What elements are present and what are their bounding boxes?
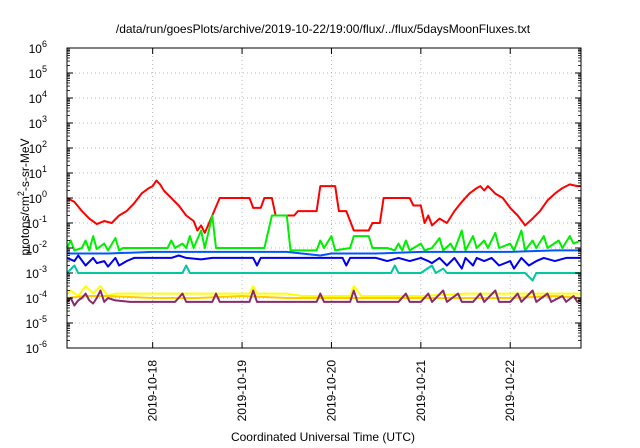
y-label-part1: protons/cm — [18, 196, 32, 255]
y-tick-label: 10-4 — [26, 289, 47, 306]
x-tick-label: 2019-10-18 — [146, 360, 160, 422]
series-line — [66, 285, 581, 297]
y-tick-label: 102 — [29, 139, 47, 156]
series-line — [66, 264, 581, 282]
y-tick-label: 10-6 — [26, 339, 47, 356]
y-tick-label: 100 — [29, 189, 47, 206]
y-tick-label: 104 — [29, 89, 47, 106]
series-line — [66, 289, 582, 307]
series-line — [66, 179, 581, 234]
y-tick-label: 10-3 — [26, 264, 47, 281]
series-line — [66, 295, 582, 299]
y-tick-label: 103 — [29, 114, 47, 131]
series-line — [66, 214, 582, 252]
y-tick-labels: 10-6 10-5 10-4 10-3 10-2 10-1 100 101 102 103 104 1… — [26, 39, 581, 356]
y-axis-label: protons/cm2-s-sr-MeV — [16, 138, 32, 255]
y-label-superscript: 2 — [16, 191, 26, 196]
x-tick-label: 2019-10-21 — [414, 360, 428, 422]
series-lines — [66, 179, 582, 307]
x-tick-labels: 2019-10-18 2019-10-19 2019-10-20 2019-10-21… — [146, 48, 517, 422]
x-tick-label: 2019-10-20 — [324, 360, 338, 422]
series-line — [67, 249, 581, 257]
y-tick-label: 10-2 — [26, 239, 47, 256]
x-tick-label: 2019-10-19 — [235, 360, 249, 422]
x-tick-label: 2019-10-22 — [503, 360, 517, 422]
chart-title: /data/run/goesPlots/archive/2019-10-22/1… — [116, 22, 531, 36]
y-tick-label: 10-5 — [26, 314, 47, 331]
x-axis-label: Coordinated Universal Time (UTC) — [231, 430, 415, 444]
y-tick-label: 101 — [29, 164, 47, 181]
plot-frame — [66, 47, 582, 349]
series-line — [66, 254, 581, 270]
y-tick-label: 10-1 — [26, 214, 47, 231]
y-tick-label: 106 — [29, 39, 47, 56]
y-label-part2: -s-sr-MeV — [18, 138, 32, 191]
y-tick-label: 105 — [29, 64, 47, 81]
